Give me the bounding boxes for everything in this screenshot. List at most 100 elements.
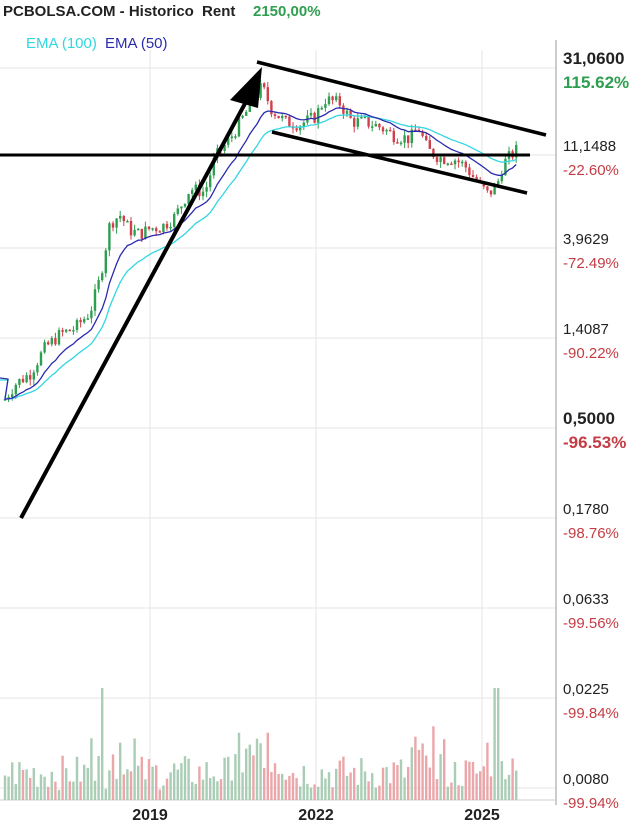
candle-body bbox=[446, 163, 449, 166]
volume-bar bbox=[137, 765, 140, 800]
volume-bar bbox=[439, 754, 442, 800]
candle-body bbox=[443, 157, 446, 164]
candle-body bbox=[353, 118, 356, 127]
volume-bar bbox=[158, 789, 161, 800]
y-tick-price: 11,1488 bbox=[563, 138, 616, 155]
volume-bar bbox=[7, 776, 10, 800]
candle-body bbox=[327, 96, 331, 105]
candle-body bbox=[486, 186, 489, 191]
volume-bar bbox=[457, 785, 460, 800]
candle-body bbox=[248, 100, 251, 112]
volume-bar bbox=[291, 772, 295, 800]
candle-body bbox=[18, 378, 21, 385]
candle-body bbox=[158, 231, 161, 233]
candle-body bbox=[165, 223, 169, 229]
candle-body bbox=[133, 229, 136, 236]
volume-bar bbox=[57, 789, 61, 800]
x-tick-label: 2019 bbox=[132, 807, 168, 824]
trend-arrow-shaft bbox=[19, 97, 250, 519]
candle-body bbox=[129, 221, 133, 236]
volume-bar bbox=[324, 778, 327, 800]
volume-bar bbox=[11, 762, 14, 800]
x-tick-label: 2022 bbox=[298, 807, 334, 824]
candle-body bbox=[11, 394, 14, 398]
volume-bar bbox=[245, 748, 248, 800]
volume-bar bbox=[360, 758, 363, 800]
candle-body bbox=[435, 157, 439, 163]
volume-bar bbox=[277, 773, 280, 800]
volume-bar bbox=[461, 785, 464, 800]
candle-body bbox=[309, 112, 313, 116]
volume-bar bbox=[36, 786, 39, 800]
candle-body bbox=[191, 189, 194, 194]
candle-body bbox=[468, 167, 471, 176]
y-tick-price: 0,0225 bbox=[563, 681, 609, 698]
candle-body bbox=[111, 223, 115, 228]
volume-bar bbox=[241, 772, 244, 800]
volume-bar bbox=[90, 738, 93, 800]
candle-body bbox=[338, 96, 341, 106]
candle-body bbox=[115, 218, 118, 228]
candle-body bbox=[374, 123, 377, 127]
volume-bar bbox=[83, 764, 86, 800]
candle-body bbox=[281, 115, 284, 119]
volume-bar bbox=[126, 769, 129, 800]
volume-bar bbox=[68, 781, 71, 800]
volume-bar bbox=[25, 769, 28, 800]
candle-body bbox=[86, 318, 89, 320]
volume-bar bbox=[356, 784, 359, 800]
volume-bar bbox=[479, 771, 482, 800]
candle-body bbox=[205, 187, 208, 192]
volume-bar bbox=[367, 781, 370, 800]
volume-bar bbox=[32, 767, 35, 800]
volume-bar bbox=[169, 772, 172, 800]
candle-body bbox=[331, 96, 334, 101]
volume-bar bbox=[147, 759, 151, 800]
volume-bar bbox=[144, 779, 147, 800]
candle-body bbox=[500, 175, 503, 182]
candle-body bbox=[464, 161, 467, 168]
volume-bar bbox=[446, 786, 449, 800]
volume-bar bbox=[363, 771, 367, 800]
volume-bar bbox=[302, 765, 305, 800]
volume-bar bbox=[29, 777, 32, 800]
y-tick-pct: -99.56% bbox=[563, 615, 619, 632]
candle-body bbox=[212, 158, 215, 176]
volume-bar bbox=[43, 776, 46, 800]
y-tick-pct: -72.49% bbox=[563, 255, 619, 272]
volume-bar bbox=[432, 726, 435, 800]
volume-bar bbox=[97, 755, 100, 800]
candle-body bbox=[356, 118, 359, 127]
candle-body bbox=[320, 107, 323, 110]
candle-body bbox=[410, 129, 413, 144]
candle-body bbox=[147, 226, 151, 229]
volume-bar bbox=[119, 742, 122, 800]
volume-bar bbox=[155, 765, 158, 800]
volume-bar bbox=[191, 781, 194, 800]
volume-bar bbox=[407, 766, 410, 800]
volume-bar bbox=[230, 780, 233, 800]
volume-bar bbox=[219, 779, 223, 800]
volume-bar bbox=[331, 787, 334, 800]
x-tick-label: 2025 bbox=[464, 807, 500, 824]
candle-body bbox=[65, 329, 68, 332]
volume-bar bbox=[320, 769, 323, 800]
volume-bar bbox=[288, 775, 291, 800]
volume-bar bbox=[374, 787, 377, 800]
candle-body bbox=[93, 289, 97, 311]
annotations bbox=[0, 60, 547, 519]
candle-body bbox=[515, 145, 518, 158]
candle-body bbox=[453, 160, 457, 165]
candle-body bbox=[471, 175, 475, 177]
volume-bar bbox=[180, 763, 183, 800]
candle-body bbox=[3, 399, 7, 401]
volume-bar bbox=[500, 761, 503, 800]
volume-bar bbox=[79, 781, 82, 800]
candle-body bbox=[7, 397, 10, 400]
volume-bar bbox=[18, 762, 21, 800]
candle-body bbox=[277, 115, 280, 119]
y-tick-pct: -99.84% bbox=[563, 705, 619, 722]
candle-body bbox=[371, 126, 374, 128]
y-tick-pct: -98.76% bbox=[563, 525, 619, 542]
y-tick-price: 0,0080 bbox=[563, 771, 609, 788]
